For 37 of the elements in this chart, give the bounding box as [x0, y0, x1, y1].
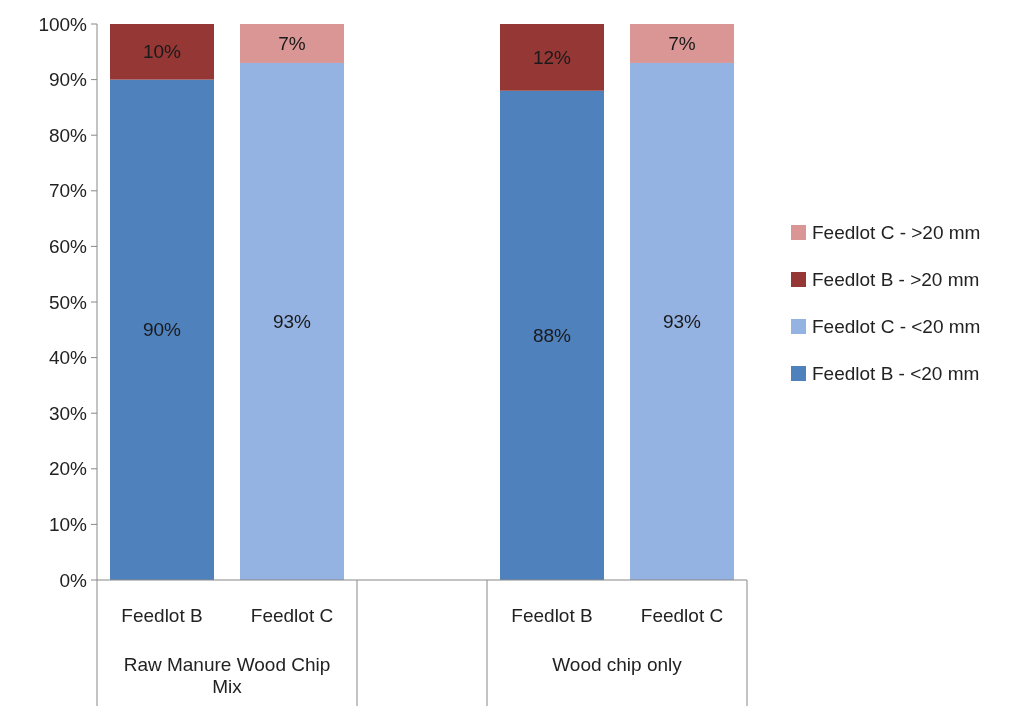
data-label: 88%: [532, 325, 572, 347]
bar: [240, 62, 344, 580]
y-tick-label: 60%: [48, 236, 88, 258]
y-tick-label: 40%: [48, 347, 88, 369]
x-tick-label: Feedlot B: [511, 604, 593, 626]
text: Raw Manure Wood Chip Mix: [123, 653, 331, 697]
legend-label: Feedlot B - >20 mm: [812, 268, 980, 290]
data-label: 10%: [142, 41, 182, 63]
bar: [500, 90, 604, 580]
y-tick-label: 50%: [48, 291, 88, 313]
data-label: 7%: [668, 33, 696, 55]
y-tick-label: 20%: [48, 458, 88, 480]
x-tick-label: Feedlot C: [250, 604, 334, 626]
x-tick-label: Feedlot C: [640, 604, 724, 626]
bar: [110, 24, 214, 80]
x-tick-label: Feedlot B: [121, 604, 203, 626]
y-tick-label: 0%: [59, 569, 88, 591]
bar: [630, 62, 734, 580]
bar: [240, 24, 344, 63]
y-tick-label: 10%: [48, 514, 88, 536]
y-tick-label: 80%: [48, 124, 88, 146]
data-label: 12%: [532, 47, 572, 69]
data-label: 93%: [662, 311, 702, 333]
bar: [110, 79, 214, 580]
bar: [630, 24, 734, 63]
bar: [500, 24, 604, 91]
y-tick-label: 90%: [48, 69, 88, 91]
text: Wood chip only: [552, 653, 683, 675]
data-label: 90%: [142, 319, 182, 341]
y-tick-label: 100%: [38, 13, 88, 35]
legend-label: Feedlot B - <20 mm: [812, 362, 980, 384]
y-tick-label: 30%: [48, 402, 88, 424]
data-label: 93%: [272, 311, 312, 333]
legend-label: Feedlot C - <20 mm: [812, 315, 981, 337]
y-tick-label: 70%: [48, 180, 88, 202]
data-label: 7%: [278, 33, 306, 55]
legend-label: Feedlot C - >20 mm: [812, 221, 981, 243]
